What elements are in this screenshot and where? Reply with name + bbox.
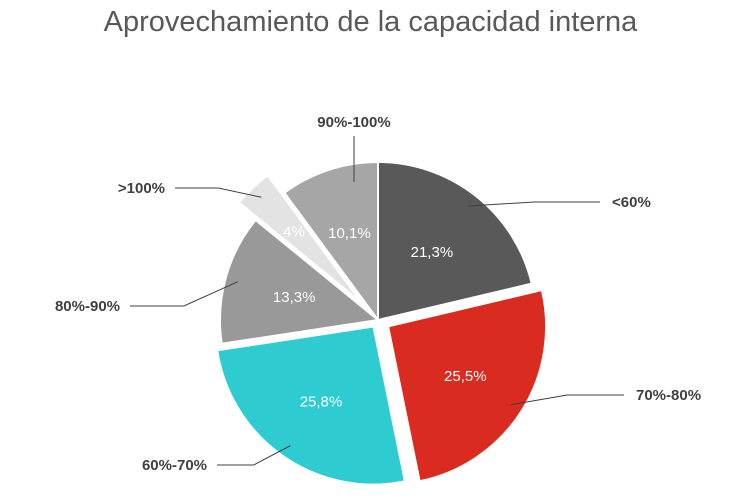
pie-slice (377, 160, 533, 322)
slice-category-label: 60%-70% (142, 457, 207, 474)
slice-value-label: 13,3% (273, 289, 316, 306)
leader-line (217, 445, 291, 466)
slice-value-label: 10,1% (328, 225, 371, 242)
pie-slice (219, 218, 381, 345)
leader-line (130, 281, 238, 307)
slice-category-label: 70%-80% (636, 387, 701, 404)
slice-value-label: 25,5% (444, 368, 487, 385)
pie-slice (237, 173, 363, 304)
slice-category-label: <60% (612, 194, 651, 211)
leader-line (468, 201, 600, 207)
pie-slice (216, 325, 407, 486)
slice-category-label: >100% (118, 180, 165, 197)
slice-category-label: 80%-90% (55, 298, 120, 315)
slice-value-label: 4% (283, 224, 305, 241)
leader-line (175, 187, 262, 198)
slice-labels: 21,3% <60% 25,5% 70%-80% 25,8% 60%-70% 13,3% 80… (55, 114, 701, 474)
leader-lines (130, 136, 624, 466)
chart-title: Aprovechamiento de la capacidad interna (103, 6, 638, 38)
pie-slice (386, 288, 548, 483)
pie-slice (282, 160, 379, 324)
leader-line (510, 394, 624, 406)
slice-value-label: 25,8% (300, 394, 343, 411)
slice-value-label: 21,3% (411, 244, 454, 261)
slice-category-label: 90%-100% (317, 114, 390, 131)
pie-slices (216, 160, 548, 486)
